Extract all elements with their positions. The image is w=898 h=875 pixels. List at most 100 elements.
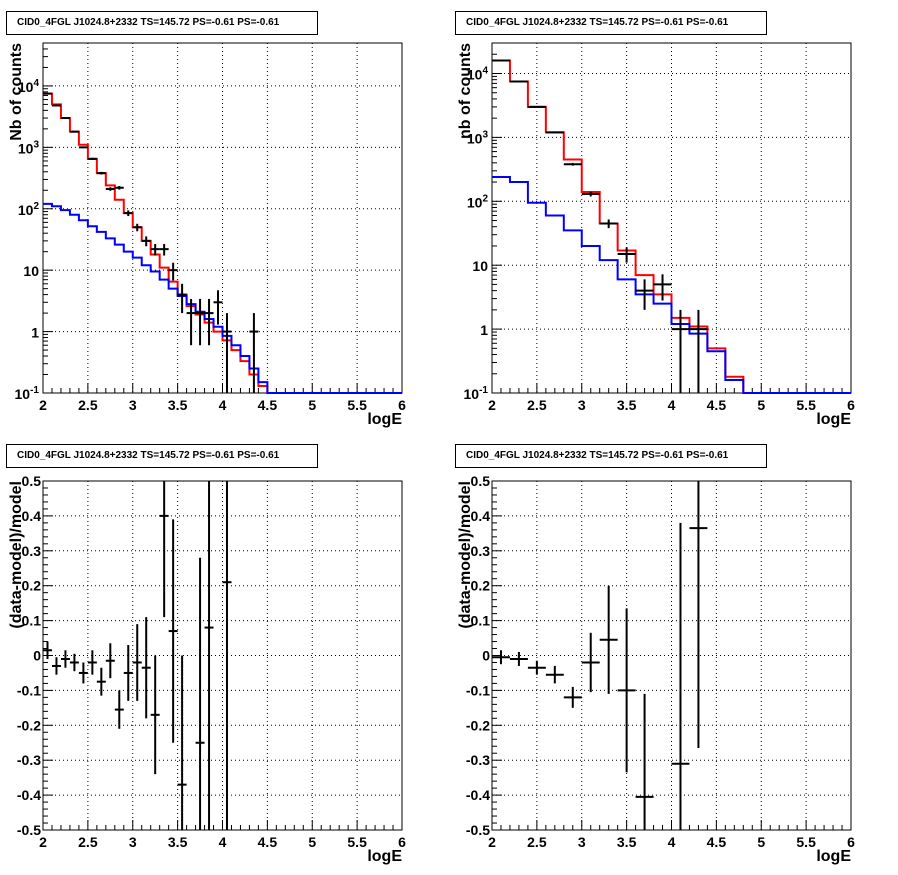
y-tick-label: 0.1 [471, 613, 491, 629]
x-tick-label: 4 [219, 397, 227, 413]
data-point [222, 481, 232, 830]
x-tick-label: 5.5 [347, 397, 367, 413]
y-tick-label: 102 [467, 193, 489, 210]
y-tick-label: 0.3 [471, 543, 491, 559]
data-point [671, 522, 690, 830]
data-point [653, 274, 672, 301]
chart-panel-3: 2 2.5 3 3.5 4 4.5 5 5.5 6 -0.5 -0.4 -0.3 -0.2 -0.1 0 0.… [457, 473, 855, 865]
data-point [114, 690, 124, 729]
x-tick-label: 3 [129, 397, 137, 413]
x-tick-label: 3.5 [168, 397, 188, 413]
y-tick-label: 103 [18, 139, 40, 156]
data-point [689, 481, 708, 748]
data-point [635, 693, 654, 830]
chart-panel-2: 2 2.5 3 3.5 4 4.5 5 5.5 6 -0.5 -0.4 -0.3 -0.2 -0.1 0 0.… [8, 473, 406, 865]
y-tick-label: 0.2 [471, 578, 491, 594]
x-tick-label: 2.5 [78, 834, 98, 850]
data-point [581, 632, 600, 693]
x-tick-label: 3 [578, 397, 586, 413]
data-point [195, 298, 205, 346]
y-tick-label: -0.1 [466, 682, 490, 698]
y-tick-label: 0.4 [471, 508, 491, 524]
data-point [177, 283, 187, 314]
data-point [141, 236, 151, 247]
data-point [581, 191, 600, 197]
data-point [599, 219, 618, 229]
y-tick-label: -0.1 [17, 682, 41, 698]
data-point [545, 665, 564, 684]
data-point [527, 105, 546, 108]
y-tick-label: -0.4 [17, 787, 41, 803]
x-tick-label: 5.5 [796, 834, 816, 850]
x-tick-label: 5 [757, 834, 765, 850]
panel-title-bottom-left: CID0_4FGL J1024.8+2332 TS=145.72 PS=-0.6… [6, 444, 318, 468]
x-axis-title: logE [367, 411, 402, 428]
y-axis-title: (data-model)/model [457, 481, 474, 629]
data-point [141, 617, 151, 719]
data-point [114, 185, 124, 190]
data-point [132, 624, 142, 701]
y-tick-label: -0.2 [17, 717, 41, 733]
y-axis-title: (data-model)/model [8, 481, 25, 629]
x-tick-label: 3.5 [168, 834, 188, 850]
y-tick-label: 103 [467, 129, 489, 146]
data-point [563, 686, 582, 708]
data-point [509, 80, 528, 83]
y-tick-label: 0 [482, 648, 490, 664]
y-tick-label: -0.4 [466, 787, 490, 803]
y-tick-label: -0.5 [466, 822, 490, 838]
x-tick-label: 4 [668, 834, 676, 850]
y-tick-label: 0.5 [22, 473, 42, 489]
data-point [213, 290, 223, 325]
y-axis-title: nb of counts [457, 43, 474, 139]
y-tick-label: 10 [23, 263, 39, 279]
histogram-series-1 [492, 175, 851, 394]
chart-panel-1: 2 2.5 3 3.5 4 4.5 5 5.5 6 10-1 1 10 102 103 104 logE nb … [457, 42, 855, 428]
y-tick-label: 0.3 [22, 543, 42, 559]
data-point [204, 481, 214, 830]
x-tick-label: 4 [219, 834, 227, 850]
data-point [635, 279, 654, 310]
data-point [563, 162, 582, 166]
y-tick-label: 1 [480, 322, 488, 338]
data-point [204, 298, 214, 346]
data-point [60, 650, 70, 668]
data-point [186, 298, 196, 346]
y-tick-label: 0.5 [471, 473, 491, 489]
y-tick-label: 0.1 [22, 613, 42, 629]
data-point [177, 655, 187, 830]
y-tick-label: -0.2 [466, 717, 490, 733]
data-point [509, 652, 528, 666]
data-point [159, 243, 169, 256]
data-point [132, 223, 142, 232]
panel-title-top-right: CID0_4FGL J1024.8+2332 TS=145.72 PS=-0.6… [455, 11, 767, 35]
data-point [123, 210, 133, 217]
x-tick-label: 2 [488, 834, 496, 850]
x-tick-label: 6 [847, 834, 855, 850]
x-tick-label: 5.5 [796, 397, 816, 413]
x-tick-label: 4.5 [707, 397, 727, 413]
x-tick-label: 6 [847, 397, 855, 413]
y-tick-label: 104 [467, 65, 489, 82]
x-axis-title: logE [816, 411, 851, 428]
x-tick-label: 2 [39, 397, 47, 413]
x-tick-label: 5 [308, 397, 316, 413]
chart-panel-0: 2 2.5 3 3.5 4 4.5 5 5.5 6 10-1 1 10 102 103 104 logE Nb … [8, 42, 406, 428]
data-point [60, 117, 70, 120]
y-tick-label: 0 [33, 648, 41, 664]
y-tick-label: -0.3 [466, 752, 490, 768]
x-tick-label: 2.5 [78, 397, 98, 413]
data-point [492, 650, 510, 665]
data-point [599, 585, 618, 694]
data-point [51, 104, 61, 107]
data-point [43, 92, 52, 95]
x-tick-label: 2 [488, 397, 496, 413]
x-tick-label: 5 [757, 397, 765, 413]
x-axis-title: logE [367, 848, 402, 865]
data-point [617, 247, 636, 263]
panel-title-top-left: CID0_4FGL J1024.8+2332 TS=145.72 PS=-0.6… [6, 11, 318, 35]
x-tick-label: 4.5 [258, 397, 278, 413]
data-point [96, 171, 106, 175]
x-tick-label: 3 [578, 834, 586, 850]
